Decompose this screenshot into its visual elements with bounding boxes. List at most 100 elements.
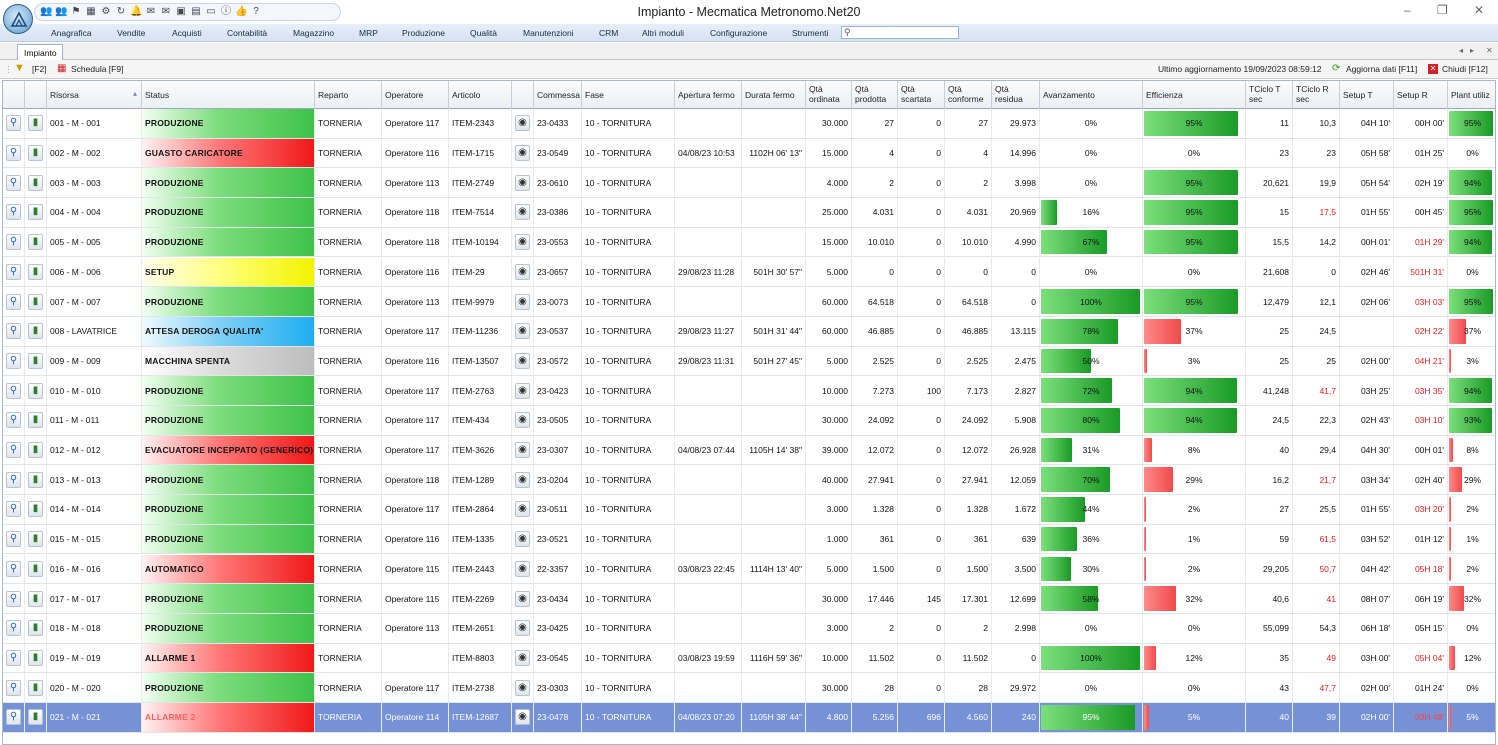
header-col-qta-prodotta[interactable]: Qtà prodotta [852, 81, 898, 109]
eye-icon[interactable]: ◉ [515, 560, 530, 577]
header-col-risorsa[interactable]: Risorsa ▴ [47, 81, 142, 109]
zoom-icon[interactable]: ⚲ [6, 263, 21, 280]
table-row[interactable]: ⚲ ▮ 005 - M - 005 PRODUZIONE TORNERIA Operato… [3, 227, 1495, 258]
menu-acquisti[interactable]: Acquisti [172, 28, 202, 38]
bar-chart-icon[interactable]: ▮ [28, 352, 43, 369]
header-col-avanzamento[interactable]: Avanzamento [1040, 81, 1143, 109]
tab-impianto[interactable]: Impianto [17, 44, 63, 60]
menu-produzione[interactable]: Produzione [402, 28, 446, 38]
eye-icon[interactable]: ◉ [515, 352, 530, 369]
table-row[interactable]: ⚲ ▮ 007 - M - 007 PRODUZIONE TORNERIA Operato… [3, 287, 1495, 317]
table-row[interactable]: ⚲ ▮ 011 - M - 011 PRODUZIONE TORNERIA Operato… [3, 406, 1495, 436]
eye-icon[interactable]: ◉ [515, 174, 530, 191]
resource-name[interactable]: 011 - M - 011 [47, 406, 142, 435]
schedule-button[interactable]: Schedula [F9] [71, 64, 124, 74]
resource-name[interactable]: 009 - M - 009 [47, 346, 142, 376]
bar-chart-icon[interactable]: ▮ [28, 145, 43, 162]
close-window-button[interactable]: ✕ [1474, 3, 1485, 17]
header-col-qta-scartata[interactable]: Qtà scartata [898, 81, 945, 109]
eye-icon[interactable]: ◉ [515, 263, 530, 280]
header-col-operatore[interactable]: Operatore [382, 81, 449, 109]
bar-chart-icon[interactable]: ▮ [28, 204, 43, 221]
resource-name[interactable]: 020 - M - 020 [47, 673, 142, 702]
menu-contabilita[interactable]: Contabilità [227, 28, 268, 38]
zoom-icon[interactable]: ⚲ [6, 412, 21, 429]
table-row[interactable]: ⚲ ▮ 008 - LAVATRICE ATTESA DEROGA QUALITA' T… [3, 316, 1495, 347]
header-col-zoom[interactable] [3, 81, 25, 109]
header-col-durata-fermo[interactable]: Durata fermo [742, 81, 806, 109]
resource-name[interactable]: 007 - M - 007 [47, 287, 142, 316]
eye-icon[interactable]: ◉ [515, 590, 530, 607]
menu-crm[interactable]: CRM [599, 28, 619, 38]
zoom-icon[interactable]: ⚲ [6, 679, 21, 696]
mail-icon[interactable]: ✉ [161, 6, 171, 17]
refresh-data-button[interactable]: Aggiorna dati [F11] [1346, 64, 1418, 74]
bar-chart-icon[interactable]: ▮ [28, 234, 43, 251]
zoom-icon[interactable]: ⚲ [6, 323, 21, 340]
header-col-chart[interactable] [25, 81, 47, 109]
filter-button[interactable]: [F2] [32, 64, 47, 74]
mail-icon[interactable]: ✉ [146, 6, 156, 17]
tab-next-icon[interactable]: ▸ [1470, 46, 1475, 55]
menu-strumenti[interactable]: Strumenti [792, 28, 829, 38]
table-row[interactable]: ⚲ ▮ 009 - M - 009 MACCHINA SPENTA TORNERIA Op… [3, 346, 1495, 377]
header-col-status[interactable]: Status [142, 81, 315, 109]
eye-icon[interactable]: ◉ [515, 323, 530, 340]
resource-name[interactable]: 001 - M - 001 [47, 109, 142, 138]
zoom-icon[interactable]: ⚲ [6, 234, 21, 251]
header-col-plant-utiliz[interactable]: Plant utiliz [1448, 81, 1495, 109]
bell-icon[interactable]: 🔔 [130, 6, 143, 17]
header-col-qta-conforme[interactable]: Qtà conforme [945, 81, 992, 109]
header-col-articolo[interactable]: Articolo [449, 81, 512, 109]
resource-name[interactable]: 012 - M - 012 [47, 435, 142, 465]
table-row[interactable]: ⚲ ▮ 003 - M - 003 PRODUZIONE TORNERIA Operato… [3, 168, 1495, 199]
table-row[interactable]: ⚲ ▮ 001 - M - 001 PRODUZIONE TORNERIA Operato… [3, 109, 1495, 139]
eye-icon[interactable]: ◉ [515, 531, 530, 548]
help-icon[interactable]: ? [253, 6, 259, 17]
zoom-icon[interactable]: ⚲ [6, 590, 21, 607]
table-row[interactable]: ⚲ ▮ 014 - M - 014 PRODUZIONE TORNERIA Operato… [3, 495, 1495, 525]
resource-name[interactable]: 002 - M - 002 [47, 138, 142, 168]
bar-chart-icon[interactable]: ▮ [28, 442, 43, 459]
zoom-icon[interactable]: ⚲ [6, 560, 21, 577]
table-row[interactable]: ⚲ ▮ 018 - M - 018 PRODUZIONE TORNERIA Operato… [3, 613, 1495, 644]
zoom-icon[interactable]: ⚲ [6, 442, 21, 459]
zoom-icon[interactable]: ⚲ [6, 620, 21, 637]
table-row[interactable]: ⚲ ▮ 013 - M - 013 PRODUZIONE TORNERIA Operato… [3, 465, 1495, 496]
table-row[interactable]: ⚲ ▮ 006 - M - 006 SETUP TORNERIA Operatore 11… [3, 257, 1495, 288]
header-col-tciclo-t[interactable]: TCiclo T sec [1246, 81, 1293, 109]
zoom-icon[interactable]: ⚲ [6, 293, 21, 310]
header-col-tciclo-r[interactable]: TCiclo R sec [1293, 81, 1340, 109]
eye-icon[interactable]: ◉ [515, 382, 530, 399]
doc-icon[interactable]: ▤ [191, 6, 201, 17]
header-col-apertura-fermo[interactable]: Apertura fermo [675, 81, 742, 109]
bar-chart-icon[interactable]: ▮ [28, 649, 43, 666]
eye-icon[interactable]: ◉ [515, 293, 530, 310]
close-panel-button[interactable]: Chiudi [F12] [1442, 64, 1488, 74]
resource-name[interactable]: 018 - M - 018 [47, 613, 142, 643]
monitor-icon[interactable]: ▭ [206, 6, 216, 17]
resource-name[interactable]: 015 - M - 015 [47, 524, 142, 554]
zoom-icon[interactable]: ⚲ [6, 204, 21, 221]
table-row[interactable]: ⚲ ▮ 017 - M - 017 PRODUZIONE TORNERIA Operato… [3, 584, 1495, 614]
eye-icon[interactable]: ◉ [515, 471, 530, 488]
table-row[interactable]: ⚲ ▮ 012 - M - 012 EVACUATORE INCEPPATO (GEN… [3, 435, 1495, 466]
flag-icon[interactable]: ⚑ [71, 6, 81, 17]
eye-icon[interactable]: ◉ [515, 679, 530, 696]
eye-icon[interactable]: ◉ [515, 709, 530, 726]
eye-icon[interactable]: ◉ [515, 442, 530, 459]
eye-icon[interactable]: ◉ [515, 204, 530, 221]
header-col-view[interactable] [512, 81, 534, 109]
menu-anagrafica[interactable]: Anagrafica [51, 28, 92, 38]
menu-manutenzioni[interactable]: Manutenzioni [523, 28, 574, 38]
bar-chart-icon[interactable]: ▮ [28, 263, 43, 280]
table-row[interactable]: ⚲ ▮ 004 - M - 004 PRODUZIONE TORNERIA Operato… [3, 198, 1495, 228]
resource-name[interactable]: 010 - M - 010 [47, 376, 142, 405]
info-icon[interactable]: ⓘ [221, 6, 231, 17]
menu-altri-moduli[interactable]: Altri moduli [642, 28, 685, 38]
bar-chart-icon[interactable]: ▮ [28, 709, 43, 726]
eye-icon[interactable]: ◉ [515, 501, 530, 518]
app-logo-icon[interactable] [3, 4, 33, 34]
header-col-qta-ordinata[interactable]: Qtà ordinata [806, 81, 852, 109]
zoom-icon[interactable]: ⚲ [6, 352, 21, 369]
